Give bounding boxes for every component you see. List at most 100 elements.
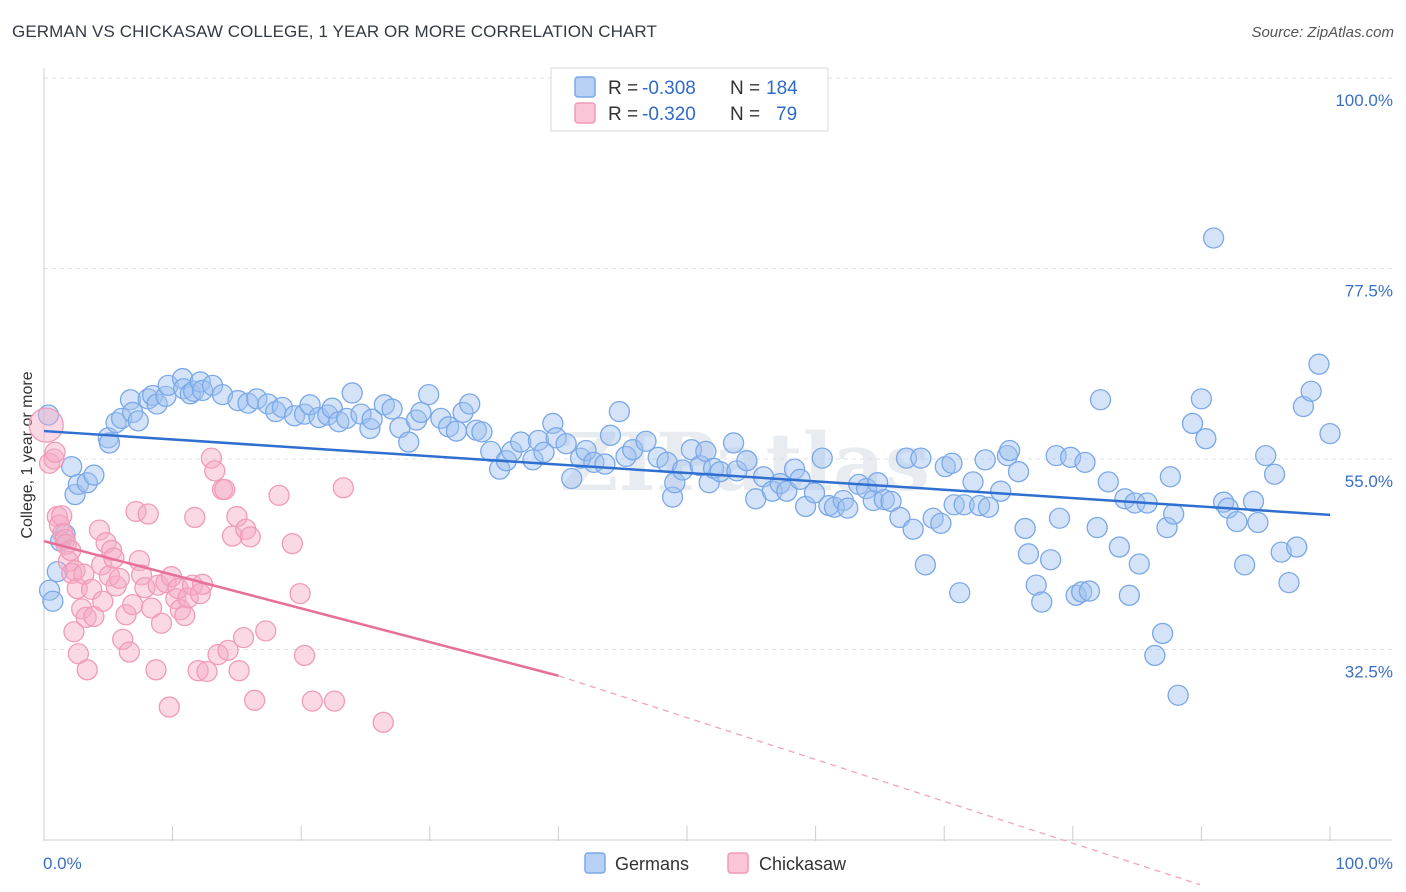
point-germans <box>98 432 121 454</box>
point-germans <box>1286 536 1308 558</box>
point-germans <box>299 394 321 416</box>
point-chickasaw <box>323 690 346 712</box>
point-germans <box>862 489 884 512</box>
point-germans <box>271 396 294 419</box>
point-germans <box>953 494 975 516</box>
point-germans <box>127 410 149 432</box>
point-germans <box>895 447 918 469</box>
point-chickasaw <box>115 604 137 626</box>
point-germans <box>998 439 1021 462</box>
point-chickasaw <box>118 641 141 663</box>
point-germans <box>974 449 996 471</box>
legend-swatch-germans <box>574 76 596 98</box>
point-chickasaw <box>281 533 303 555</box>
point-germans <box>1144 644 1166 667</box>
point-germans <box>191 379 214 402</box>
point-germans <box>1181 412 1204 435</box>
point-chickasaw <box>214 478 236 501</box>
point-germans <box>1108 536 1131 558</box>
point-chickasaw <box>372 711 394 733</box>
point-germans <box>1190 388 1213 410</box>
point-chickasaw <box>204 460 226 482</box>
point-germans <box>1039 549 1062 571</box>
point-germans <box>1097 471 1119 493</box>
point-germans <box>527 429 550 452</box>
trend-line-germans <box>43 429 1331 517</box>
point-chickasaw <box>226 505 248 528</box>
watermark: ZIPatlas <box>560 415 930 509</box>
legend: R = -0.308 N = 184 R = -0.320 N = 79 <box>550 67 829 132</box>
point-chickasaw <box>43 448 65 470</box>
point-germans <box>599 424 622 446</box>
bottom-legend-swatch-chickasaw <box>727 852 749 874</box>
point-germans <box>622 439 644 461</box>
point-germans <box>189 371 211 393</box>
legend-n-value-germans: 184 <box>766 78 798 99</box>
point-chickasaw <box>44 441 66 463</box>
point-germans <box>533 441 555 463</box>
point-chickasaw <box>51 505 73 527</box>
point-germans <box>510 431 532 453</box>
point-germans <box>671 459 694 481</box>
point-germans <box>471 421 493 443</box>
point-germans <box>1233 554 1256 576</box>
point-germans <box>575 439 597 462</box>
point-germans <box>930 512 952 534</box>
point-germans <box>1319 422 1341 445</box>
point-germans <box>1151 622 1174 645</box>
source-attribution: Source: ZipAtlas.com <box>1251 24 1394 41</box>
point-germans <box>1242 490 1265 512</box>
point-germans <box>398 431 420 453</box>
point-germans <box>1226 511 1248 533</box>
point-germans <box>1156 516 1178 539</box>
point-chickasaw <box>200 447 223 469</box>
point-chickasaw <box>130 564 153 586</box>
series-germans <box>37 227 1341 706</box>
point-germans <box>1278 571 1300 594</box>
point-germans <box>452 401 474 424</box>
bottom-legend: Germans Chickasaw <box>584 852 847 874</box>
point-chickasaw <box>293 644 316 667</box>
point-chickasaw <box>88 519 111 541</box>
point-chickasaw <box>174 604 196 627</box>
legend-r-label-chickasaw: R = <box>608 104 643 125</box>
point-germans <box>67 473 90 496</box>
point-germans <box>1263 463 1286 485</box>
point-germans <box>736 450 758 472</box>
point-germans <box>418 384 440 406</box>
point-germans <box>1014 517 1036 540</box>
point-germans <box>990 480 1012 502</box>
point-chickasaw <box>232 626 255 649</box>
point-germans <box>837 497 859 519</box>
point-germans <box>430 407 452 430</box>
point-germans <box>1065 584 1087 606</box>
point-chickasaw <box>196 660 218 683</box>
point-germans <box>949 582 971 604</box>
point-germans <box>1031 591 1053 613</box>
point-germans <box>776 480 798 502</box>
point-germans <box>635 430 657 452</box>
point-germans <box>910 447 932 469</box>
y-tick-label: 32.5% <box>1345 663 1393 682</box>
point-germans <box>803 482 826 504</box>
grid-lines <box>44 77 1392 650</box>
point-germans <box>608 400 631 423</box>
point-germans <box>341 382 363 404</box>
point-germans <box>459 393 481 415</box>
point-chickasaw <box>92 590 114 612</box>
point-germans <box>42 590 64 612</box>
point-germans <box>381 398 403 420</box>
point-chickasaw <box>268 484 290 507</box>
point-germans <box>361 408 383 430</box>
point-germans <box>880 490 902 512</box>
x-tick-label: 0.0% <box>43 854 82 873</box>
point-chickasaw <box>134 577 156 599</box>
point-germans <box>488 458 511 480</box>
point-germans <box>941 452 963 474</box>
trend-line-chickasaw-extension <box>558 675 1201 886</box>
point-germans <box>962 471 984 493</box>
point-chickasaw <box>184 506 206 529</box>
point-chickasaw <box>217 639 239 661</box>
trend-line-chickasaw <box>43 539 559 677</box>
series-chickasaw <box>28 407 394 733</box>
